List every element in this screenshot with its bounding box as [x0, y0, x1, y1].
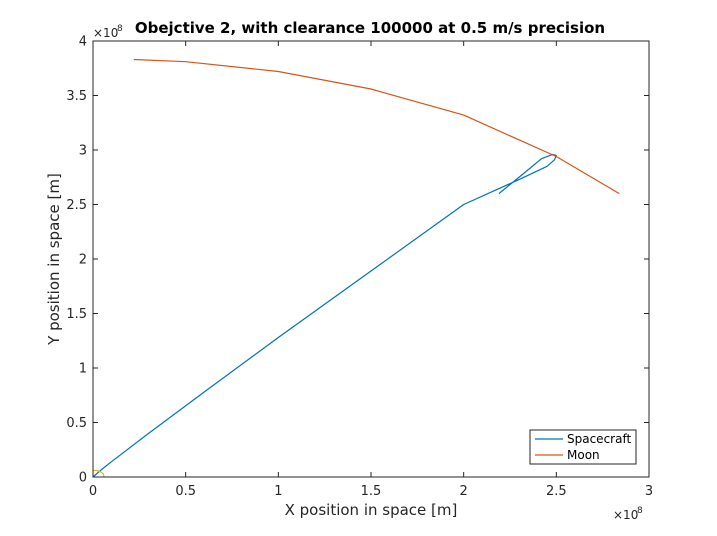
legend-label-moon: Moon	[567, 448, 600, 462]
y-tick-label-0: 0	[79, 471, 87, 486]
x-tick-label-2: 1	[274, 484, 282, 499]
y-axis-ticks: 0 0.5 1 1.5 2 2.5 3 3.5 4	[66, 35, 649, 486]
y-tick-label-5: 2.5	[66, 198, 87, 213]
y-tick-label-7: 3.5	[66, 89, 87, 104]
y-tick-label-8: 4	[79, 35, 87, 50]
x-tick-label-3: 1.5	[361, 484, 382, 499]
legend-box	[529, 429, 637, 465]
y-axis-label: Y position in space [m]	[45, 173, 63, 346]
y-tick-label-2: 1	[79, 362, 87, 377]
y-tick-label-3: 1.5	[66, 307, 87, 322]
x-tick-label-1: 0.5	[175, 484, 196, 499]
series-line-series-2	[93, 469, 105, 478]
chart-title: Obejctive 2, with clearance 100000 at 0.…	[135, 19, 605, 37]
y-tick-label-6: 3	[79, 144, 87, 159]
x-axis-exponent-base: ×10	[613, 508, 638, 522]
series-line-moon	[133, 58, 620, 195]
x-axis-ticks: 0 0.5 1 1.5 2 2.5 3	[89, 41, 653, 499]
x-tick-label-0: 0	[89, 484, 97, 499]
legend: Spacecraft Moon	[529, 429, 637, 465]
series-group	[92, 58, 620, 478]
y-axis-exponent-base: ×10	[93, 26, 118, 40]
y-axis-exponent: 8	[117, 24, 123, 34]
y-tick-label-4: 2	[79, 253, 87, 268]
y-tick-label-1: 0.5	[66, 416, 87, 431]
plot-area	[93, 41, 649, 477]
x-tick-label-5: 2.5	[546, 484, 567, 499]
x-axis-label: X position in space [m]	[285, 501, 458, 519]
x-tick-label-4: 2	[460, 484, 468, 499]
x-axis-exponent: 8	[637, 506, 643, 516]
series-line-spacecraft	[92, 153, 557, 478]
x-tick-label-6: 3	[645, 484, 653, 499]
legend-label-spacecraft: Spacecraft	[567, 432, 631, 446]
